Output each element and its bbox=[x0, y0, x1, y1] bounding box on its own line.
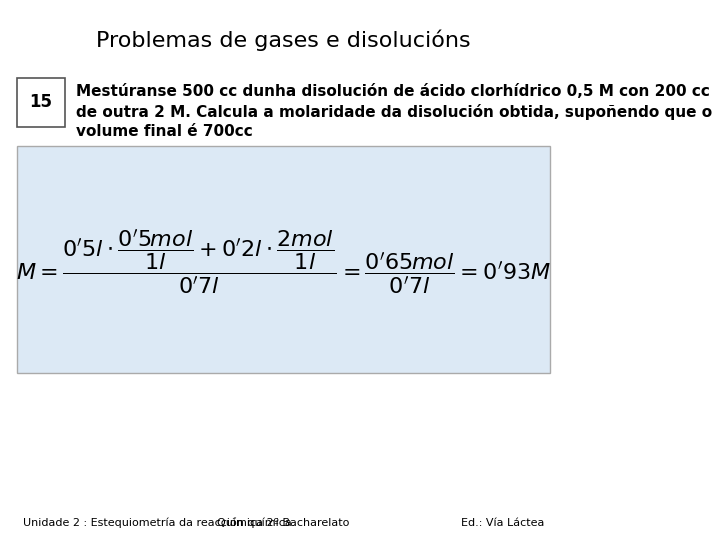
Text: $M = \dfrac{0'5l \cdot \dfrac{0'5mol}{1l} + 0'2l \cdot \dfrac{2mol}{1l}}{0'7l} =: $M = \dfrac{0'5l \cdot \dfrac{0'5mol}{1l… bbox=[16, 227, 551, 296]
Text: Ed.: Vía Láctea: Ed.: Vía Láctea bbox=[461, 518, 544, 528]
Text: Unidade 2 : Estequiometría da reacción química.: Unidade 2 : Estequiometría da reacción q… bbox=[22, 518, 295, 528]
Text: Química 2º Bacharelato: Química 2º Bacharelato bbox=[217, 518, 349, 528]
Text: Mestúranse 500 cc dunha disolución de ácido clorhídrico 0,5 M con 200 cc: Mestúranse 500 cc dunha disolución de ác… bbox=[76, 84, 711, 99]
Text: de outra 2 M. Calcula a molaridade da disolución obtida, supoñendo que o: de outra 2 M. Calcula a molaridade da di… bbox=[76, 104, 713, 120]
Text: 15: 15 bbox=[30, 92, 53, 111]
Text: Problemas de gases e disolucións: Problemas de gases e disolucións bbox=[96, 30, 471, 51]
Text: volume final é 700cc: volume final é 700cc bbox=[76, 124, 253, 139]
FancyBboxPatch shape bbox=[17, 78, 65, 127]
FancyBboxPatch shape bbox=[17, 146, 549, 373]
